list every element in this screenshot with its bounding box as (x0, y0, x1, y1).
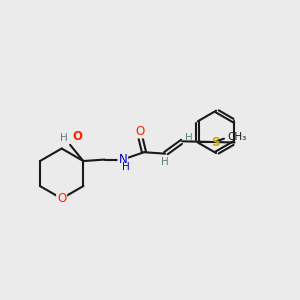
Text: O: O (57, 192, 66, 205)
Text: H: H (60, 134, 68, 143)
Text: N: N (118, 153, 127, 166)
Text: O: O (135, 124, 144, 137)
Text: S: S (211, 136, 220, 149)
Text: H: H (161, 157, 169, 167)
Text: CH₃: CH₃ (227, 132, 246, 142)
Text: O: O (72, 130, 82, 143)
Text: H: H (185, 133, 193, 143)
Text: H: H (122, 162, 130, 172)
